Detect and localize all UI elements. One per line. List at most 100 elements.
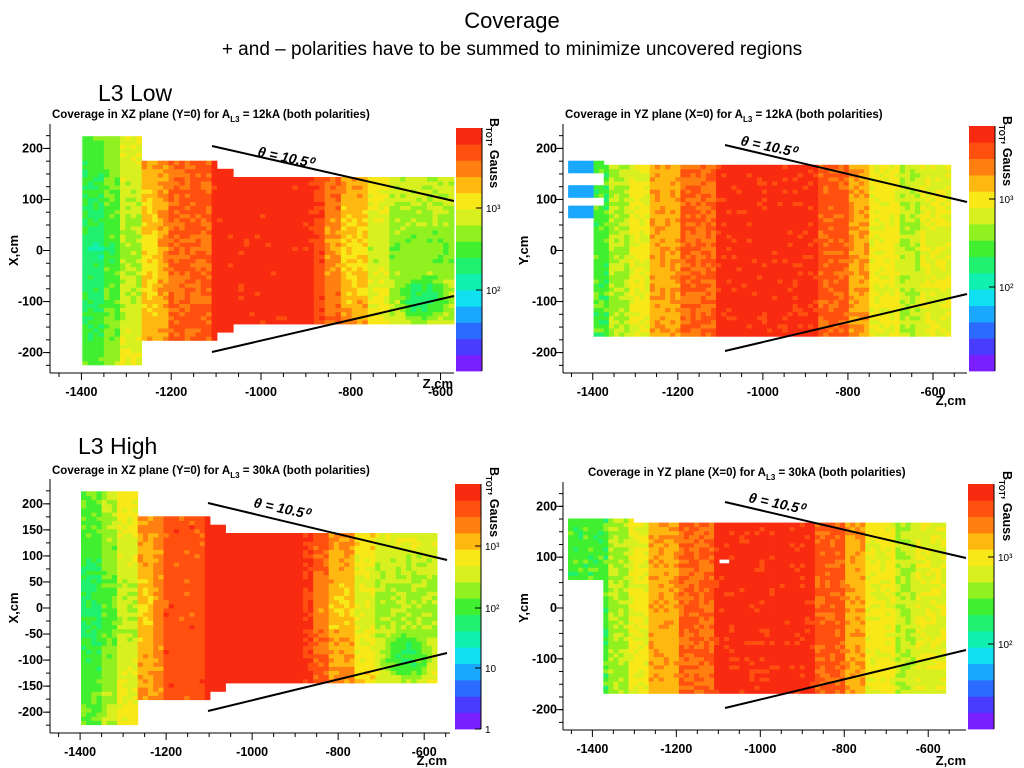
heatmap-cell [303,279,309,284]
heatmap-cell [238,205,245,211]
heatmap-cell [416,246,423,251]
heatmap-cell [120,246,126,251]
heatmap-cell [603,209,610,215]
heatmap-cell [787,328,793,333]
heatmap-cell [109,144,116,149]
heatmap-cell [568,160,574,166]
heatmap-cell [120,299,126,304]
heatmap-cell [741,275,748,280]
heatmap-cell [619,324,625,329]
heatmap-cell [443,307,449,313]
heatmap-cell [629,189,635,194]
heatmap-cell [818,246,824,251]
heatmap-cell [335,201,342,206]
heatmap-cell [813,242,819,247]
heatmap-cell [405,205,412,211]
heatmap-cell [378,193,385,198]
heatmap-cell [675,246,681,251]
heatmap-cell [308,238,315,243]
heatmap-cell [400,275,406,280]
heatmap-cell [217,270,223,276]
heatmap-cell [751,307,758,313]
heatmap-cell [634,185,640,190]
heatmap-cell [593,238,600,243]
heatmap-cell [448,246,455,251]
heatmap-cell [802,287,809,292]
heatmap-cell [619,201,625,206]
heatmap-cell [130,140,137,145]
heatmap-cell [670,205,676,211]
heatmap-cell [141,311,148,317]
heatmap-cell [619,258,625,264]
heatmap-cell [340,226,347,231]
heatmap-cell [675,177,681,182]
heatmap-cell [270,266,277,272]
heatmap-cell [649,279,656,284]
heatmap-cell [200,324,207,329]
heatmap-cell [362,185,369,190]
heatmap-cell [751,221,758,227]
heatmap-cell [838,307,845,313]
heatmap-cell [746,275,753,280]
heatmap-cell [762,303,768,309]
heatmap-cell [797,234,804,239]
heatmap-cell [680,197,686,202]
heatmap-cell [432,266,439,272]
heatmap-cell [685,275,691,280]
heatmap-cell [608,279,615,284]
heatmap-cell [787,242,793,247]
heatmap-cell [695,221,702,227]
heatmap-cell [833,246,839,251]
heatmap-cell [716,287,722,292]
heatmap-cell [222,221,229,227]
heatmap-cell [103,189,110,194]
heatmap-cell [211,197,218,202]
heatmap-cell [614,266,620,272]
heatmap-cell [721,332,727,337]
heatmap-cell [736,189,742,194]
heatmap-cell [373,307,379,313]
heatmap-cell [598,185,605,190]
heatmap-cell [787,209,793,215]
heatmap-cell [335,230,342,235]
heatmap-cell [200,164,207,170]
heatmap-cell [649,177,656,182]
heatmap-cell [443,250,449,255]
heatmap-cell [114,168,121,174]
heatmap-cell [297,270,304,276]
heatmap-cell [222,258,229,264]
heatmap-cell [649,205,656,211]
heatmap-cell [670,307,676,313]
heatmap-cell [173,177,180,182]
heatmap-cell [741,242,748,247]
heatmap-cell [152,324,159,329]
heatmap-cell [797,291,804,296]
heatmap-cell [265,177,272,182]
heatmap-cell [357,226,363,231]
heatmap-cell [114,144,121,149]
heatmap-cell [130,336,137,341]
heatmap-cell [292,250,299,255]
heatmap-cell [179,266,186,272]
heatmap-cell [179,205,186,211]
heatmap-cell [654,197,661,202]
heatmap-cell [675,164,681,170]
heatmap-cell [206,168,212,174]
heatmap-cell [608,275,615,280]
heatmap-cell [405,209,412,215]
heatmap-cell [227,209,234,215]
heatmap-cell [195,303,202,309]
heatmap-cell [619,189,625,194]
heatmap-cell [823,266,829,272]
heatmap-cell [179,303,186,309]
heatmap-cell [303,226,309,231]
heatmap-cell [400,287,406,292]
heatmap-cell [680,266,686,272]
heatmap-cell [281,275,288,280]
heatmap-cell [227,319,234,325]
y-tick-label: -200 [18,346,43,360]
heatmap-cell [797,275,804,280]
heatmap-cell [762,332,768,337]
heatmap-cell [109,201,116,206]
heatmap-cell [726,328,732,333]
